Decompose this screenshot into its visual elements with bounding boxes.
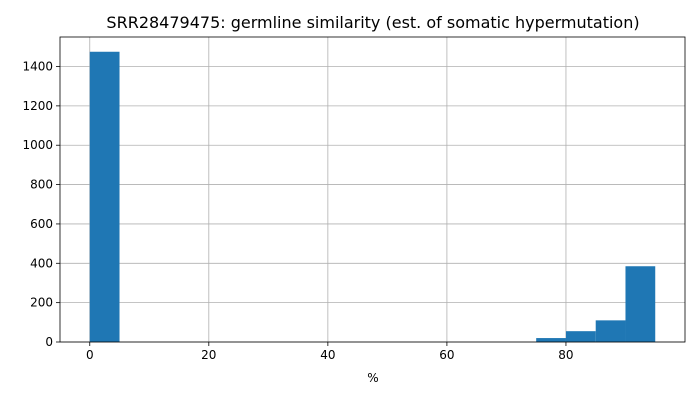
y-tick-label: 800 [30,178,53,192]
x-tick-label: 80 [558,348,573,362]
y-tick-label: 1200 [22,99,53,113]
grid-lines [60,37,685,343]
x-axis-label: % [367,371,378,385]
x-tick-label: 60 [439,348,454,362]
x-tick-label: 0 [86,348,94,362]
histogram-bar [89,51,120,343]
y-axis-ticks: 0 200 400 600 800 1000 1200 1400 [22,60,60,349]
histogram-bar [625,266,656,342]
plot-frame [59,36,686,343]
histogram-bars [89,51,656,343]
histogram-bar [595,320,626,342]
y-tick-label: 400 [30,256,53,270]
x-axis-ticks: 0 20 40 60 80 [86,342,574,362]
histogram-bar [565,331,596,342]
x-tick-label: 20 [201,348,216,362]
y-tick-label: 1000 [22,138,53,152]
y-tick-label: 600 [30,217,53,231]
chart-title: SRR28479475: germline similarity (est. o… [106,13,639,32]
y-tick-label: 0 [45,335,53,349]
y-tick-label: 1400 [22,60,53,74]
x-tick-label: 40 [320,348,335,362]
y-tick-label: 200 [30,296,53,310]
histogram-bar [536,338,566,342]
